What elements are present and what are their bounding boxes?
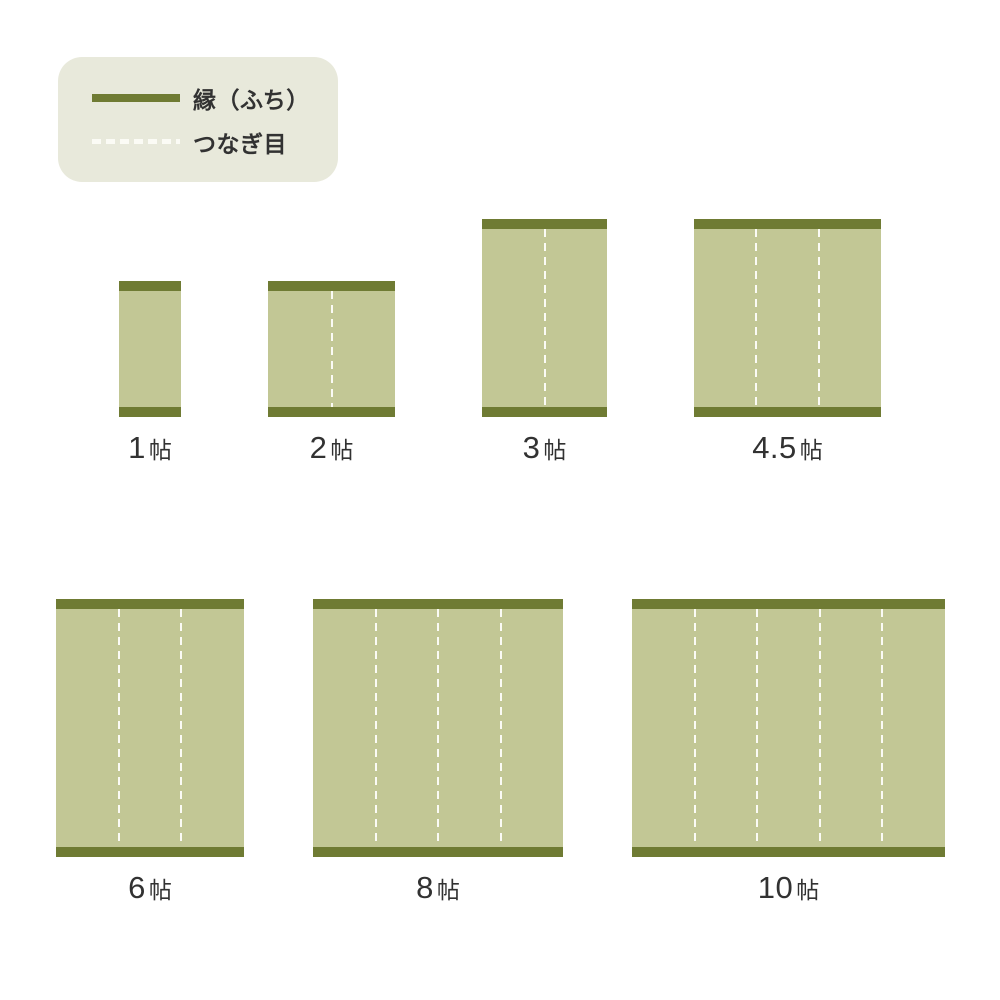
seam-line <box>693 609 696 847</box>
seam-line <box>817 229 820 407</box>
mat-size-number: 1 <box>128 430 146 465</box>
legend-row-edge: 縁（ふち） <box>92 86 338 113</box>
mat-size-unit: 帖 <box>148 877 172 903</box>
seam-label: つなぎ目 <box>193 130 287 157</box>
mat-size-number: 6 <box>128 870 146 905</box>
edge-band-bottom <box>313 847 563 857</box>
seam-line <box>374 609 377 847</box>
mat-size-unit: 帖 <box>436 877 460 903</box>
seam-line <box>755 229 758 407</box>
edge-band-top <box>268 281 395 291</box>
seam-line <box>881 609 884 847</box>
seam-line <box>756 609 759 847</box>
seam-line <box>180 609 183 847</box>
edge-band-top <box>632 599 945 609</box>
seam-line-swatch <box>92 139 180 144</box>
seam-line <box>543 229 546 407</box>
edge-band-top <box>313 599 563 609</box>
edge-band-top <box>482 219 607 229</box>
mat-size-unit: 帖 <box>148 437 172 463</box>
edge-band-top <box>119 281 181 291</box>
mat-size-label: 10 帖 <box>758 870 819 906</box>
seam-line <box>117 609 120 847</box>
edge-line-swatch <box>92 93 180 102</box>
mat-size-number: 2 <box>309 430 328 465</box>
mat-size-label: 4.5 帖 <box>752 430 823 466</box>
mat-size-number: 10 <box>757 870 794 905</box>
mat-size-unit: 帖 <box>543 437 567 463</box>
mat-size-number: 8 <box>416 870 434 905</box>
edge-band-top <box>694 219 881 229</box>
legend: 縁（ふち） つなぎ目 <box>58 57 338 182</box>
mat-size-unit: 帖 <box>799 437 823 463</box>
mat-size-number: 3 <box>522 430 541 465</box>
seam-line <box>330 291 333 407</box>
tatami-mat-10: 10 帖 <box>632 599 945 905</box>
edge-band-bottom <box>56 847 244 857</box>
tatami-mat-4.5: 4.5 帖 <box>694 219 881 465</box>
edge-band-bottom <box>482 407 607 417</box>
edge-band-bottom <box>268 407 395 417</box>
edge-band-top <box>56 599 244 609</box>
edge-band-bottom <box>119 407 181 417</box>
mat-size-number: 4.5 <box>752 430 797 465</box>
edge-label: 縁（ふち） <box>193 86 310 113</box>
seam-line <box>499 609 502 847</box>
seam-line <box>437 609 439 847</box>
edge-band-bottom <box>694 407 881 417</box>
mat-size-unit: 帖 <box>330 437 354 463</box>
mat-size-unit: 帖 <box>796 877 820 903</box>
legend-row-seam: つなぎ目 <box>92 130 338 157</box>
seam-line <box>818 609 821 847</box>
edge-band-bottom <box>632 847 945 857</box>
